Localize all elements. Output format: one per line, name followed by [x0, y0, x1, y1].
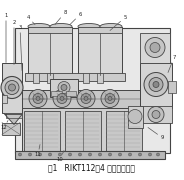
- Bar: [168, 80, 176, 93]
- Text: 图1   RIKT112－4 压缩机截面图: 图1 RIKT112－4 压缩机截面图: [49, 163, 135, 172]
- Circle shape: [29, 89, 47, 107]
- Text: 12: 12: [1, 120, 8, 130]
- Bar: [2, 62, 22, 112]
- Circle shape: [148, 107, 164, 123]
- Circle shape: [53, 89, 71, 107]
- Circle shape: [38, 153, 42, 156]
- Bar: [28, 26, 72, 33]
- Bar: [2, 123, 20, 134]
- Bar: [140, 105, 172, 123]
- Circle shape: [61, 84, 67, 91]
- Text: 2: 2: [12, 20, 16, 64]
- Circle shape: [19, 153, 22, 156]
- Bar: [2, 94, 7, 102]
- Bar: [140, 62, 172, 107]
- Bar: [83, 73, 89, 82]
- Polygon shape: [5, 114, 22, 125]
- Text: 4: 4: [26, 15, 35, 24]
- Circle shape: [139, 153, 141, 156]
- Bar: [24, 111, 60, 150]
- Circle shape: [33, 93, 43, 103]
- Circle shape: [149, 78, 163, 91]
- Text: 3: 3: [18, 25, 22, 71]
- Circle shape: [98, 153, 102, 156]
- Circle shape: [79, 153, 82, 156]
- Ellipse shape: [78, 24, 100, 30]
- Circle shape: [108, 96, 112, 100]
- Bar: [22, 107, 140, 152]
- Text: 11: 11: [35, 145, 41, 157]
- Circle shape: [60, 96, 64, 100]
- Circle shape: [5, 80, 19, 95]
- Text: 8: 8: [55, 10, 67, 24]
- Circle shape: [153, 82, 159, 87]
- Circle shape: [58, 82, 70, 93]
- Circle shape: [89, 153, 91, 156]
- Text: 6: 6: [70, 12, 82, 24]
- Circle shape: [84, 96, 88, 100]
- Text: 1: 1: [4, 13, 8, 62]
- Circle shape: [36, 96, 40, 100]
- Bar: [15, 150, 165, 159]
- Circle shape: [1, 76, 23, 98]
- Circle shape: [57, 93, 67, 103]
- Bar: [78, 26, 122, 75]
- Bar: [128, 105, 143, 127]
- Bar: [22, 89, 140, 107]
- Circle shape: [77, 89, 95, 107]
- Circle shape: [8, 84, 15, 91]
- Bar: [66, 91, 76, 96]
- Circle shape: [68, 153, 72, 156]
- Bar: [97, 73, 103, 82]
- Bar: [51, 91, 62, 96]
- Bar: [78, 26, 122, 33]
- Circle shape: [101, 89, 119, 107]
- Circle shape: [49, 153, 52, 156]
- Circle shape: [150, 42, 160, 53]
- Bar: [106, 111, 142, 150]
- Circle shape: [29, 153, 31, 156]
- Bar: [50, 78, 78, 96]
- Circle shape: [128, 109, 142, 123]
- Circle shape: [152, 111, 160, 118]
- Ellipse shape: [28, 24, 50, 30]
- Bar: [6, 112, 22, 118]
- Circle shape: [148, 153, 151, 156]
- Circle shape: [59, 153, 61, 156]
- Bar: [15, 28, 170, 152]
- Ellipse shape: [50, 24, 72, 30]
- Circle shape: [109, 153, 112, 156]
- Circle shape: [128, 153, 132, 156]
- Bar: [33, 73, 39, 82]
- Ellipse shape: [100, 24, 122, 30]
- Bar: [47, 73, 53, 82]
- Circle shape: [157, 153, 160, 156]
- Bar: [140, 33, 170, 62]
- Text: 9: 9: [148, 127, 164, 140]
- Bar: [25, 73, 125, 80]
- Bar: [28, 26, 72, 75]
- Circle shape: [81, 93, 91, 103]
- Text: 5: 5: [110, 15, 127, 30]
- Bar: [65, 111, 101, 150]
- Circle shape: [144, 73, 168, 96]
- Text: 10: 10: [57, 150, 64, 162]
- Circle shape: [105, 93, 115, 103]
- Circle shape: [118, 153, 121, 156]
- Circle shape: [145, 37, 165, 57]
- Text: 7: 7: [168, 55, 176, 73]
